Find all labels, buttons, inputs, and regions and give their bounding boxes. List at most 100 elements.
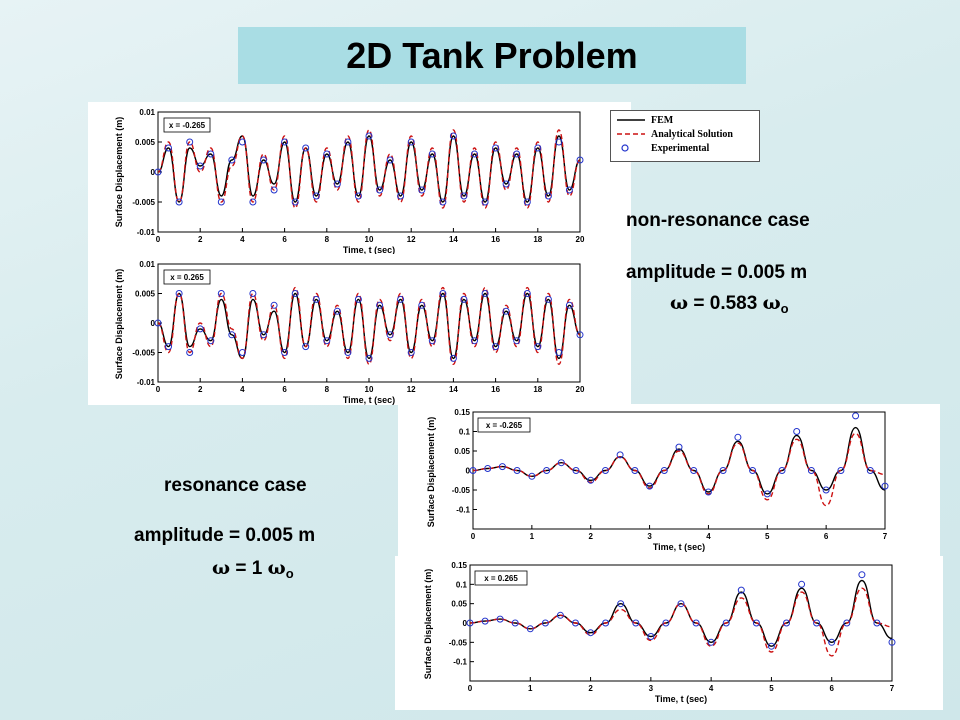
x-tick-label: 4 — [706, 532, 711, 541]
x-tick-label: 6 — [829, 684, 834, 693]
x-tick-label: 10 — [365, 385, 374, 394]
x-tick-label: 0 — [471, 532, 476, 541]
data-point — [449, 354, 457, 362]
data-point — [576, 331, 584, 339]
non-resonance-frequency: ω = 0.583 ωo — [670, 292, 789, 316]
data-point — [238, 138, 246, 146]
x-axis-label: Time, t (sec) — [653, 542, 705, 552]
legend-label: Analytical Solution — [651, 129, 733, 140]
non-resonance-figure: 0 2 4 6 8 10 12 14 16 18 20 -0.01 -0.005 0 0.005 0.01 Ti… — [88, 102, 631, 405]
x-axis-label: Time, t (sec) — [343, 245, 395, 254]
x-tick-label: 2 — [198, 235, 203, 244]
data-point — [281, 138, 289, 146]
data-point — [544, 295, 552, 303]
x-tick-label: 7 — [883, 532, 888, 541]
data-point — [763, 490, 771, 498]
data-point — [228, 331, 236, 339]
data-point — [333, 180, 341, 188]
data-point — [481, 198, 489, 206]
data-point — [469, 467, 477, 474]
data-point — [778, 467, 786, 474]
data-point — [323, 337, 331, 345]
x-tick-label: 20 — [576, 235, 585, 244]
data-point — [260, 156, 267, 164]
data-point — [165, 343, 172, 351]
y-tick-label: -0.1 — [453, 658, 467, 667]
data-point — [207, 150, 215, 158]
y-tick-label: 0 — [151, 168, 156, 177]
legend: FEM Analytical Solution Experimental — [610, 110, 760, 162]
data-point — [333, 307, 341, 315]
position-box — [477, 417, 531, 433]
y-tick-label: 0.01 — [139, 260, 155, 269]
series-line — [157, 286, 581, 366]
data-point — [386, 156, 394, 164]
x-tick-label: 0 — [156, 385, 161, 394]
data-point — [175, 290, 183, 297]
data-point — [572, 619, 579, 627]
data-point — [386, 331, 394, 339]
data-point — [858, 571, 866, 579]
x-tick-label: 18 — [533, 235, 542, 244]
series-line — [157, 292, 581, 360]
y-tick-label: 0.05 — [454, 447, 470, 456]
data-point — [376, 301, 384, 309]
data-point — [291, 290, 299, 297]
data-point — [376, 186, 384, 194]
data-point — [260, 331, 267, 339]
data-point — [616, 451, 624, 459]
data-point — [572, 467, 580, 474]
data-point — [484, 465, 492, 472]
series-line — [472, 432, 886, 507]
data-point — [602, 619, 610, 627]
y-tick-label: 0.01 — [139, 108, 155, 117]
legend-entry: Analytical Solution — [617, 129, 733, 140]
data-point — [749, 467, 757, 474]
data-point — [543, 467, 551, 474]
omega-ref-symbol: ω — [762, 292, 781, 314]
data-point — [498, 463, 506, 471]
series-group — [466, 571, 896, 657]
data-point — [544, 192, 552, 200]
legend-entry: Experimental — [621, 143, 710, 154]
x-axis-label: Time, t (sec) — [655, 694, 707, 704]
x-tick-label: 12 — [407, 385, 416, 394]
data-point — [513, 150, 521, 158]
data-point — [798, 580, 806, 588]
y-axis-label: Surface Displacement (m) — [114, 117, 124, 228]
data-point — [238, 349, 246, 356]
data-point — [513, 337, 521, 345]
data-point — [196, 162, 204, 170]
data-point — [873, 619, 881, 627]
data-point — [837, 467, 845, 474]
plot-area — [157, 111, 581, 233]
x-tick-label: 6 — [282, 385, 287, 394]
resonance-plot-right: 0 1 2 3 4 5 6 7 -0.1 -0.05 0 0.05 0.1 0.15 Time, t (se… — [423, 561, 896, 704]
x-tick-label: 4 — [240, 385, 245, 394]
data-point — [822, 486, 830, 494]
y-tick-label: -0.01 — [137, 378, 156, 387]
data-point — [555, 138, 563, 146]
data-point — [312, 192, 320, 200]
data-point — [852, 412, 860, 420]
resonance-frequency: ω = 1 ωo — [212, 557, 294, 581]
resonance-figure-left: 0 1 2 3 4 5 6 7 -0.1 -0.05 0 0.05 0.1 0.15 Time, t (se… — [398, 404, 940, 556]
x-tick-label: 7 — [890, 684, 895, 693]
data-point — [407, 138, 415, 146]
y-tick-label: -0.005 — [132, 349, 155, 358]
non-resonance-label: non-resonance case — [626, 210, 810, 231]
data-point — [291, 198, 299, 206]
legend-graphic: FEM Analytical Solution Experimental — [617, 115, 733, 154]
x-tick-label: 10 — [365, 235, 374, 244]
title-banner: 2D Tank Problem — [238, 27, 746, 84]
position-box — [163, 269, 211, 285]
data-point — [704, 488, 712, 496]
data-point — [196, 325, 204, 333]
omega-subscript: o — [780, 301, 789, 316]
data-point — [439, 198, 447, 206]
data-point — [397, 192, 405, 200]
data-point — [828, 638, 836, 646]
position-annotation: x = -0.265 — [169, 121, 206, 130]
data-point — [492, 144, 500, 152]
data-point — [843, 619, 851, 627]
